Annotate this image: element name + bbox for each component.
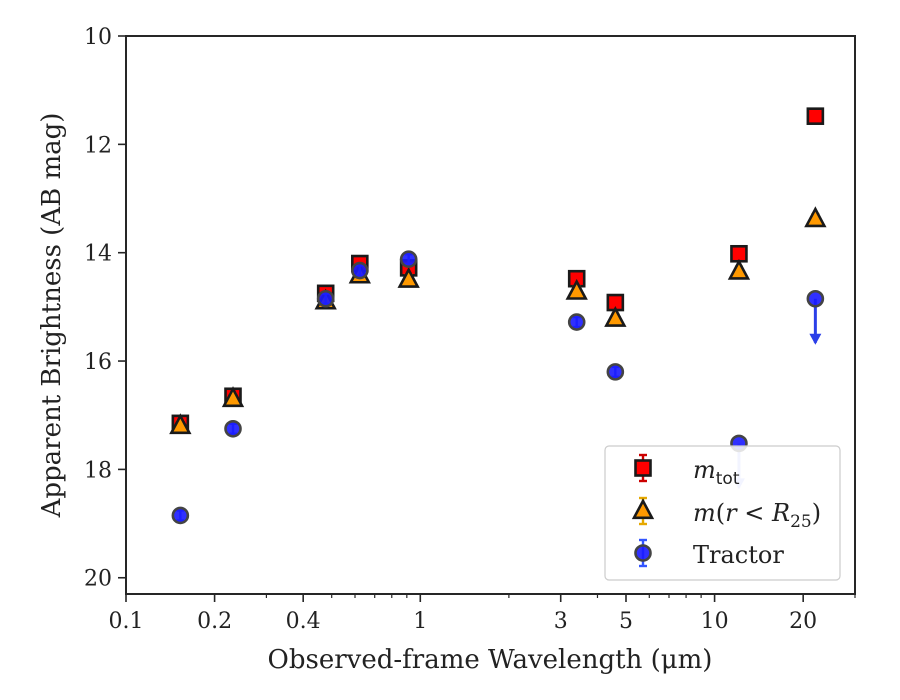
legend-label-m-r25: m(r < R25) bbox=[693, 499, 821, 532]
point-circle-3 bbox=[351, 261, 369, 280]
point-triangle-5 bbox=[565, 278, 588, 300]
x-tick-label-0: 0.1 bbox=[109, 609, 144, 634]
point-triangle-0 bbox=[169, 413, 192, 435]
y-tick-label-1: 12 bbox=[84, 133, 112, 158]
point-circle-8 bbox=[806, 289, 825, 308]
series-circle bbox=[171, 250, 825, 525]
x-tick-label-3: 1 bbox=[413, 609, 427, 634]
axes: 0.1 0.2 0.4 1 3 5 10 20 10 12 14 16 18 20 bbox=[84, 25, 856, 634]
point-triangle-1 bbox=[221, 386, 245, 408]
y-tick-label-4: 18 bbox=[84, 458, 112, 483]
point-circle-2 bbox=[316, 289, 335, 308]
legend-frame bbox=[604, 445, 841, 581]
legend-symbols bbox=[631, 453, 655, 568]
legend-symbol-triangle bbox=[631, 498, 655, 520]
legend-label-mtot: mtot bbox=[693, 456, 740, 489]
series-triangle bbox=[169, 206, 827, 435]
x-axis-title: Observed-frame Wavelength (μm) bbox=[268, 645, 713, 675]
point-circle-1 bbox=[224, 419, 242, 438]
point-circle-6 bbox=[606, 363, 625, 381]
legend: mtot m(r < R25) Tractor bbox=[604, 445, 841, 581]
y-tick-label-3: 16 bbox=[84, 350, 112, 375]
x-tick-label-4: 3 bbox=[554, 609, 568, 634]
plot-frame bbox=[125, 35, 856, 595]
point-circle-5 bbox=[567, 313, 586, 331]
legend-label-tractor: Tractor bbox=[693, 541, 784, 569]
x-tick-label-5: 5 bbox=[619, 609, 633, 634]
point-triangle-4 bbox=[397, 266, 420, 288]
x-tick-label-6: 10 bbox=[701, 609, 729, 634]
y-tick-label-2: 14 bbox=[84, 242, 112, 267]
point-circle-8-limit-head bbox=[809, 333, 822, 345]
y-axis-title: Apparent Brightness (AB mag) bbox=[37, 113, 67, 519]
y-tick-label-5: 20 bbox=[84, 567, 112, 592]
x-tick-label-2: 0.4 bbox=[286, 609, 321, 634]
point-circle-4 bbox=[399, 250, 418, 269]
x-tick-label-7: 20 bbox=[789, 609, 817, 634]
point-triangle-8 bbox=[804, 206, 827, 228]
data-marks bbox=[169, 107, 827, 525]
legend-symbol-square bbox=[634, 459, 652, 477]
y-tick-label-0: 10 bbox=[84, 25, 112, 50]
point-circle-0 bbox=[171, 506, 190, 525]
series-square bbox=[171, 107, 825, 433]
x-tick-label-1: 0.2 bbox=[197, 609, 232, 634]
legend-symbol-circle bbox=[634, 544, 652, 562]
point-triangle-6 bbox=[604, 305, 627, 327]
point-triangle-7 bbox=[727, 258, 751, 280]
point-square-8 bbox=[806, 107, 825, 125]
